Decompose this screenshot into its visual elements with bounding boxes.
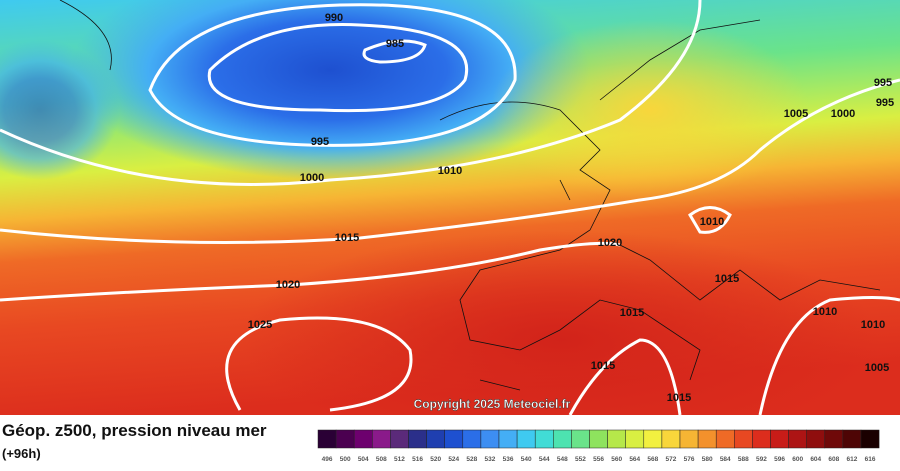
scale-label: 552 — [575, 456, 586, 463]
scale-swatch — [534, 429, 554, 449]
scale-swatch — [480, 429, 500, 449]
isobar-label: 1000 — [831, 108, 855, 120]
scale-label: 576 — [684, 456, 695, 463]
isobar-labels: 990 985 995 1000 1010 1015 1020 1025 102… — [248, 12, 894, 404]
scale-swatch — [715, 429, 735, 449]
isobar-label: 1010 — [700, 216, 724, 228]
scale-label: 524 — [448, 456, 459, 463]
scale-swatch — [408, 429, 427, 449]
copyright: Copyright 2025 Meteociel.fr — [414, 397, 571, 411]
scale-label: 604 — [810, 456, 821, 463]
scale-swatch — [317, 429, 337, 449]
isobar-label: 995 — [876, 97, 894, 109]
isobar-label: 985 — [386, 38, 404, 50]
scale-swatch — [444, 429, 464, 449]
isobar-label: 1020 — [598, 237, 622, 249]
scale-swatch — [661, 429, 681, 449]
isobar-label: 1010 — [438, 165, 462, 177]
scale-label: 616 — [865, 456, 876, 463]
scale-swatch — [806, 429, 826, 449]
isobar-label: 1005 — [865, 362, 889, 374]
scale-swatch — [516, 429, 536, 449]
isobar-label: 1000 — [300, 172, 324, 184]
scale-swatch — [734, 429, 753, 449]
isobar-label: 995 — [311, 136, 329, 148]
scale-swatch — [824, 429, 844, 449]
isobar-label: 1015 — [715, 273, 739, 285]
isobar-label: 990 — [325, 12, 343, 24]
isobar-label: 1010 — [861, 319, 885, 331]
scale-label: 540 — [521, 456, 532, 463]
scale-swatch — [770, 429, 789, 449]
scale-swatch — [462, 429, 482, 449]
scale-label: 596 — [774, 456, 785, 463]
scale-swatch — [697, 429, 717, 449]
scale-label: 532 — [485, 456, 496, 463]
scale-swatch — [625, 429, 645, 449]
scale-swatch — [589, 429, 608, 449]
isobar-label: 1020 — [276, 279, 300, 291]
scale-swatch — [842, 429, 862, 449]
scale-label: 520 — [430, 456, 441, 463]
scale-label: 544 — [539, 456, 550, 463]
scale-label: 496 — [322, 456, 333, 463]
scale-label: 504 — [358, 456, 369, 463]
scale-label: 536 — [503, 456, 514, 463]
scale-swatch — [498, 429, 518, 449]
scale-label: 556 — [593, 456, 604, 463]
scale-swatch — [553, 429, 572, 449]
scale-swatch — [571, 429, 590, 449]
scale-label: 548 — [557, 456, 568, 463]
isobar-label: 1015 — [620, 307, 644, 319]
scale-label: 584 — [720, 456, 731, 463]
scale-swatch — [372, 429, 391, 449]
scale-swatch — [788, 429, 807, 449]
scale-label: 516 — [412, 456, 423, 463]
scale-label: 588 — [738, 456, 749, 463]
color-scale: 496 500 504 508 512 516 520 524 528 532 536 540 544 5… — [317, 429, 880, 463]
scale-label: 500 — [340, 456, 351, 463]
map-title: Géop. z500, pression niveau mer — [2, 421, 267, 440]
scale-swatch — [335, 429, 355, 449]
isobar-label: 1015 — [335, 232, 359, 244]
isobar-label: 1015 — [591, 360, 615, 372]
scale-swatch — [752, 429, 771, 449]
scale-swatch — [353, 429, 373, 449]
scale-swatch — [426, 429, 445, 449]
isobar-label: 995 — [874, 77, 892, 89]
isobar-label: 1010 — [813, 306, 837, 318]
scale-label: 560 — [611, 456, 622, 463]
scale-label: 508 — [376, 456, 387, 463]
scale-label: 592 — [756, 456, 767, 463]
scale-label: 612 — [847, 456, 858, 463]
scale-label: 572 — [666, 456, 677, 463]
isobar-label: 1015 — [667, 392, 691, 404]
scale-swatch — [643, 429, 663, 449]
scale-label: 608 — [828, 456, 839, 463]
scale-label: 600 — [792, 456, 803, 463]
scale-swatch — [390, 429, 409, 449]
scale-label: 568 — [647, 456, 658, 463]
scale-swatch — [607, 429, 626, 449]
scale-label: 528 — [466, 456, 477, 463]
scale-label: 580 — [702, 456, 713, 463]
map — [0, 0, 900, 450]
map-subtitle: (+96h) — [2, 446, 41, 461]
scale-swatch — [860, 429, 880, 449]
scale-label: 564 — [629, 456, 640, 463]
isobar-label: 1025 — [248, 319, 272, 331]
scale-label: 512 — [394, 456, 405, 463]
isobar-label: 1005 — [784, 108, 808, 120]
scale-swatch — [679, 429, 699, 449]
